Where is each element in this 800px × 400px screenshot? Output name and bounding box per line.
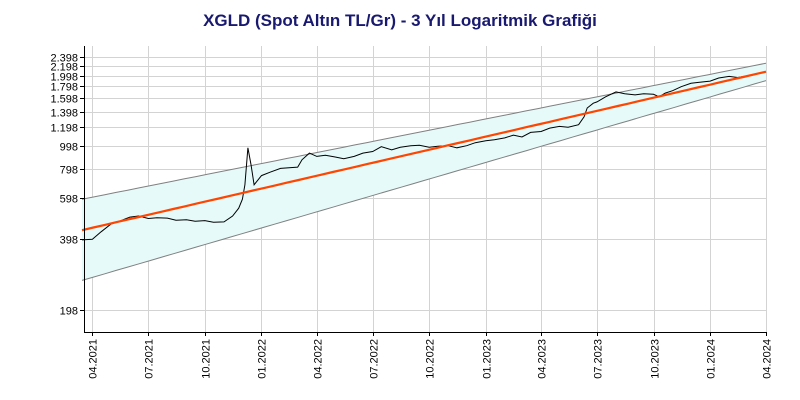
x-tick-label: 04.2024 [762,339,774,379]
channel-band-lines [81,62,767,281]
y-tick-label: 1.798 [50,82,78,94]
x-tick-label: 07.2021 [144,339,156,379]
x-tick-label: 10.2021 [201,339,213,379]
x-tick-label: 01.2024 [706,339,718,379]
y-tick-label: 198 [60,306,78,318]
x-tick-label: 10.2023 [650,339,662,379]
chart-title: XGLD (Spot Altın TL/Gr) - 3 Yıl Logaritm… [203,11,597,30]
x-tick-label: 07.2022 [369,339,381,379]
y-tick-label: 998 [60,142,78,154]
lower-band-line [81,80,767,281]
channel-band-fill [82,63,766,281]
y-tick-label: 1.398 [50,108,78,120]
upper-band-line [81,62,767,200]
x-tick-label: 04.2023 [537,339,549,379]
y-tick-label: 798 [60,165,78,177]
x-tick-label: 04.2021 [88,339,100,379]
trend-line [81,70,767,232]
price-line [81,75,747,241]
y-tick-label: 1.998 [50,72,78,84]
x-tick-label: 07.2023 [593,339,605,379]
y-tick-label: 598 [60,194,78,206]
y-tick-label: 2.398 [50,53,78,65]
x-tick-label: 01.2023 [482,339,494,379]
x-tick-labels: 04.2021 07.2021 10.2021 01.2022 04.2022 07.20… [88,339,774,379]
x-tick-label: 04.2022 [313,339,325,379]
x-tick-label: 10.2022 [425,339,437,379]
axis-layer [80,46,767,336]
y-tick-label: 398 [60,235,78,247]
x-tick-label: 01.2022 [257,339,269,379]
y-tick-label: 1.598 [50,94,78,106]
y-tick-label: 1.198 [50,123,78,135]
y-tick-label: 2.198 [50,62,78,74]
